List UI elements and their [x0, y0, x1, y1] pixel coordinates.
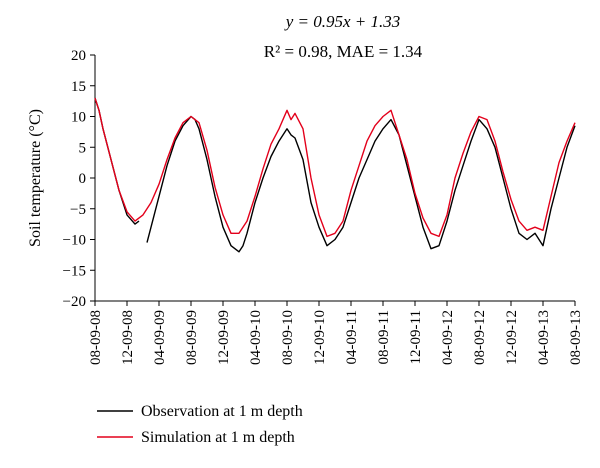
x-tick-label: 04-09-11	[344, 310, 360, 364]
legend-label-observation: Observation at 1 m depth	[141, 403, 303, 420]
observation-series-line	[94, 97, 140, 225]
y-tick-label: −10	[63, 233, 86, 249]
y-tick-label: −20	[63, 294, 86, 310]
x-tick-label: 12-09-08	[120, 310, 136, 365]
x-ticks: 08-09-08 12-09-08 04-09-09 08-09-09 12-09-09…	[88, 301, 584, 365]
x-tick-label: 04-09-10	[248, 310, 264, 365]
fit-statistics: R² = 0.98, MAE = 1.34	[264, 42, 423, 61]
series-layer	[94, 97, 576, 253]
y-tick-label: 20	[71, 48, 86, 64]
regression-equation: y = 0.95x + 1.33	[284, 12, 401, 31]
x-tick-label: 04-09-13	[536, 310, 552, 365]
legend-label-simulation: Simulation at 1 m depth	[141, 429, 295, 446]
y-axis-label: Soil temperature (°C)	[27, 109, 44, 247]
x-tick-label: 08-09-13	[568, 310, 584, 365]
y-tick-label: 10	[71, 110, 86, 126]
x-tick-label: 04-09-09	[152, 310, 168, 365]
x-tick-label: 04-09-12	[440, 310, 456, 365]
legend-item-simulation: Simulation at 1 m depth	[97, 429, 295, 446]
y-tick-label: 0	[79, 171, 87, 187]
x-tick-label: 08-09-12	[472, 310, 488, 365]
x-tick-label: 08-09-08	[88, 310, 104, 365]
x-tick-label: 12-09-10	[312, 310, 328, 365]
legend-item-observation: Observation at 1 m depth	[97, 403, 303, 420]
y-tick-label: −5	[70, 202, 86, 218]
observation-series-line	[146, 115, 576, 253]
y-tick-label: 15	[71, 79, 86, 95]
x-tick-label: 12-09-11	[408, 310, 424, 364]
y-tick-label: −15	[63, 263, 86, 279]
simulation-series-line	[94, 97, 576, 238]
x-tick-label: 12-09-12	[504, 310, 520, 365]
legend: Observation at 1 m depth Simulation at 1…	[97, 403, 303, 446]
x-tick-label: 12-09-09	[216, 310, 232, 365]
y-ticks: 20 15 10 5 0 −5 −10 −15 −20	[63, 48, 95, 310]
y-tick-label: 5	[79, 140, 87, 156]
x-tick-label: 08-09-10	[280, 310, 296, 365]
x-tick-label: 08-09-09	[184, 310, 200, 365]
x-tick-label: 08-09-11	[376, 310, 392, 364]
